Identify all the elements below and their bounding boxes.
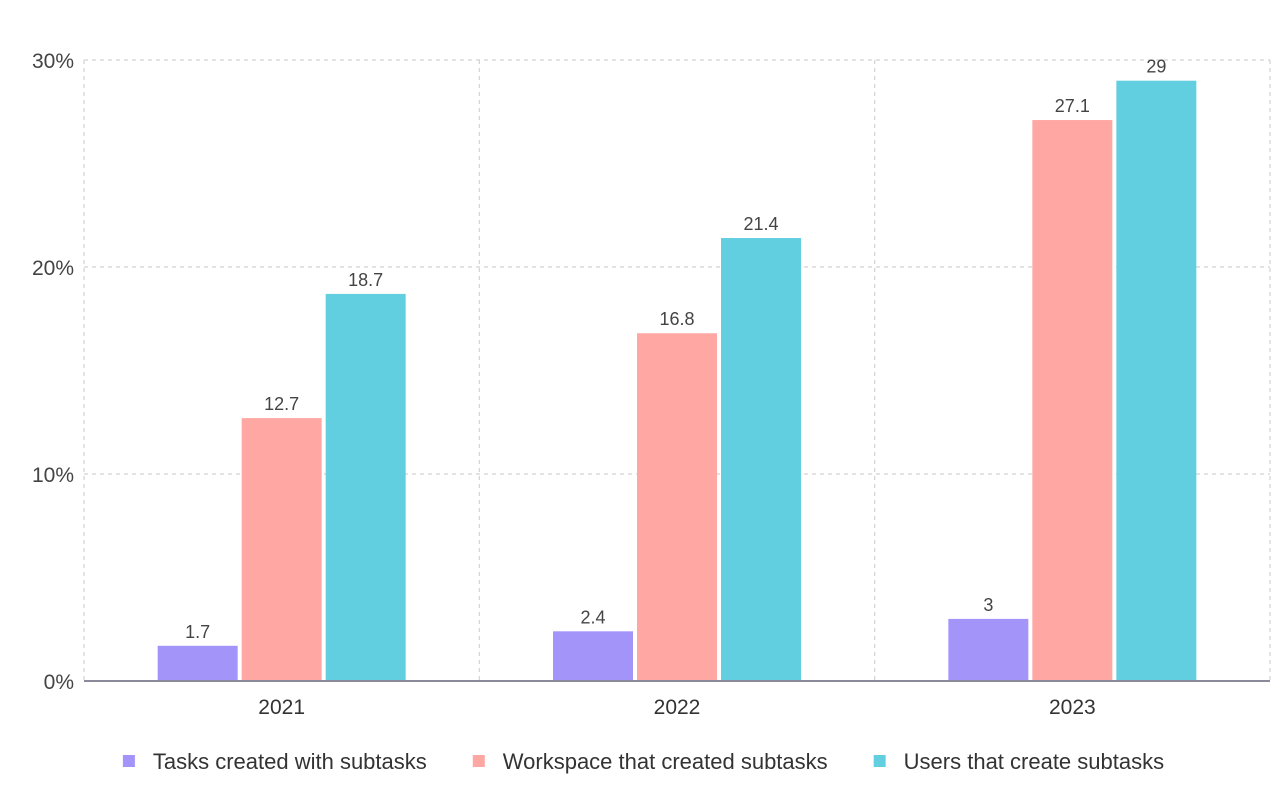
legend-swatch [122, 755, 135, 767]
legend-label: Users that create subtasks [904, 749, 1164, 774]
legend-swatch [873, 755, 886, 767]
bar [721, 238, 801, 681]
y-axis-tick-labels: 0% 10% 20% 30% [32, 50, 74, 694]
bar-value-label: 29 [1146, 57, 1166, 77]
y-tick-label: 10% [32, 464, 74, 487]
bar-value-labels: 1.7 12.7 18.7 2.4 16.8 21.4 3 27.1 29 [185, 57, 1166, 642]
legend-item: Tasks created with subtasks [122, 749, 427, 774]
bar-value-label: 27.1 [1055, 96, 1090, 116]
bar-value-label: 16.8 [659, 309, 694, 329]
legend-item: Workspace that created subtasks [472, 749, 828, 774]
y-tick-label: 20% [32, 257, 74, 280]
legend: Tasks created with subtasks Workspace tha… [122, 749, 1164, 774]
bar [637, 333, 717, 681]
x-tick-label: 2021 [258, 696, 305, 719]
bar-value-label: 21.4 [743, 214, 778, 234]
y-tick-label: 30% [32, 50, 74, 73]
bar [241, 418, 322, 681]
legend-swatch [472, 755, 485, 767]
legend-label: Tasks created with subtasks [153, 749, 427, 774]
y-tick-label: 0% [44, 671, 74, 694]
bar-value-label: 3 [983, 595, 993, 615]
legend-item: Users that create subtasks [873, 749, 1164, 774]
bar-value-label: 2.4 [580, 607, 605, 627]
bar [1032, 120, 1113, 681]
x-tick-label: 2023 [1049, 696, 1096, 719]
bars [157, 80, 1197, 681]
bar [157, 645, 238, 681]
bar [1116, 80, 1197, 681]
x-tick-label: 2022 [654, 696, 701, 719]
bar-value-label: 18.7 [348, 270, 383, 290]
bar [948, 618, 1029, 681]
bar [553, 631, 633, 681]
bar [325, 293, 406, 681]
bar-value-label: 12.7 [264, 394, 299, 414]
x-axis-tick-labels: 2021 2022 2023 [258, 696, 1095, 719]
legend-label: Workspace that created subtasks [503, 749, 828, 774]
bar-value-label: 1.7 [185, 622, 210, 642]
